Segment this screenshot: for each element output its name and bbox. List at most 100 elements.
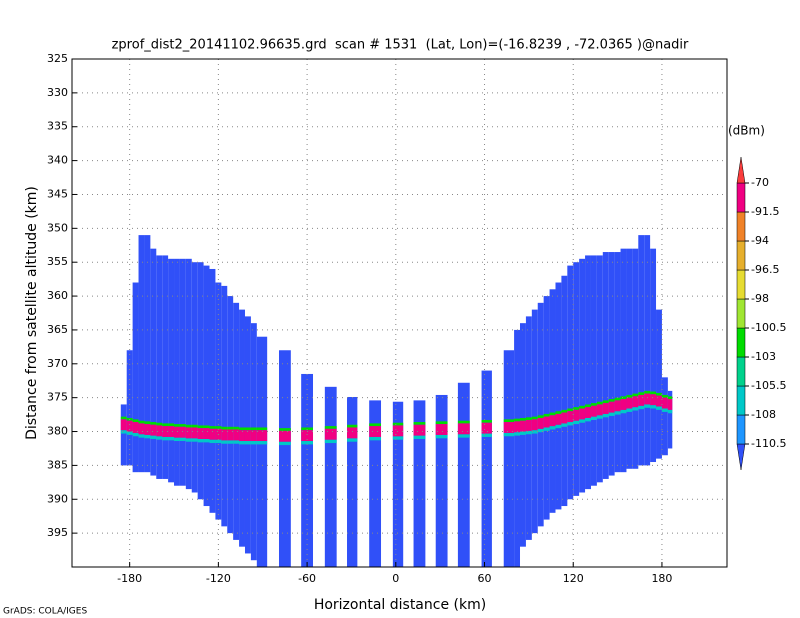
band-edge <box>632 393 639 397</box>
band-edge <box>656 392 662 396</box>
band-edge <box>215 426 222 429</box>
band-edge <box>638 405 645 410</box>
band-edge <box>596 415 603 419</box>
band-edge <box>567 408 574 412</box>
surface-band <box>203 428 210 439</box>
band-edge <box>185 438 192 442</box>
band-edge <box>520 417 526 421</box>
band-edge <box>608 399 615 402</box>
surface-band <box>457 423 470 435</box>
band-edge <box>573 420 580 425</box>
swath-column <box>369 400 382 567</box>
colorbar-box <box>736 182 746 213</box>
y-tick-label: 390 <box>47 492 68 505</box>
surface-band <box>573 409 580 421</box>
surface-band <box>531 419 538 431</box>
band-edge <box>549 412 556 416</box>
band-edge <box>221 426 228 430</box>
swath-column <box>481 370 492 567</box>
band-edge <box>392 422 404 426</box>
band-edge <box>209 439 216 444</box>
swath-column <box>650 248 657 463</box>
surface-band <box>156 425 163 437</box>
band-edge <box>632 407 639 411</box>
surface-band <box>256 430 268 442</box>
swath-column <box>602 252 609 479</box>
surface-band <box>126 420 133 432</box>
swath-column <box>608 252 615 476</box>
swath-column <box>233 302 240 540</box>
band-edge <box>209 426 216 429</box>
band-edge <box>162 436 169 441</box>
band-edge <box>481 420 492 423</box>
surface-band <box>614 400 621 412</box>
swath-column <box>203 265 210 507</box>
surface-band <box>185 427 192 439</box>
band-edge <box>347 438 358 442</box>
colorbar-label: -110.5 <box>751 437 786 450</box>
colorbar-label: -100.5 <box>751 321 786 334</box>
band-edge <box>301 427 314 431</box>
surface-band <box>174 426 180 438</box>
swath-column <box>555 282 562 510</box>
band-edge <box>168 423 175 427</box>
colorbar-label: -108 <box>751 408 776 421</box>
surface-band <box>233 429 240 441</box>
surface-band <box>549 415 556 427</box>
band-edge <box>120 430 127 434</box>
swath-column <box>435 394 448 567</box>
colorbar-box <box>736 240 746 271</box>
band-edge <box>162 423 169 427</box>
band-edge <box>144 421 151 425</box>
band-edge <box>525 417 532 421</box>
y-axis-label: Distance from satellite altitude (km) <box>24 186 40 440</box>
band-edge <box>549 426 556 430</box>
colorbar-label: -70 <box>751 176 769 189</box>
surface-band <box>644 393 651 405</box>
y-tick-label: 345 <box>47 187 68 200</box>
surface-band <box>138 423 145 435</box>
band-edge <box>179 437 186 442</box>
surface-band <box>608 401 615 413</box>
band-edge <box>537 428 544 433</box>
band-edge <box>120 416 127 420</box>
x-tick-label: -180 <box>117 572 142 585</box>
surface-band <box>514 421 521 433</box>
band-edge <box>150 422 157 425</box>
surface-band <box>602 403 609 414</box>
band-edge <box>543 413 550 417</box>
y-tick-label: 350 <box>47 221 68 234</box>
surface-band <box>413 424 426 436</box>
surface-band <box>369 426 382 437</box>
surface-band <box>435 424 448 435</box>
surface-band <box>221 429 228 441</box>
band-edge <box>197 438 204 443</box>
surface-band <box>620 399 627 410</box>
swath-column <box>573 262 580 496</box>
y-tick-label: 380 <box>47 425 68 438</box>
band-edge <box>614 411 621 415</box>
band-edge <box>168 436 175 441</box>
band-edge <box>514 418 521 422</box>
colorbar-box <box>736 269 746 300</box>
band-edge <box>250 427 257 431</box>
surface-band <box>227 429 234 441</box>
band-edge <box>233 440 240 444</box>
x-tick-label: 180 <box>651 572 672 585</box>
band-edge <box>191 424 198 428</box>
swath-column <box>221 285 228 527</box>
swath-column <box>638 235 645 466</box>
band-edge <box>244 427 251 431</box>
surface-band <box>661 397 668 409</box>
band-edge <box>457 434 470 438</box>
band-edge <box>203 425 210 429</box>
x-tick-label: -60 <box>298 572 316 585</box>
swath-column <box>209 268 216 513</box>
surface-band <box>638 394 645 406</box>
band-edge <box>585 404 591 408</box>
band-edge <box>520 431 526 435</box>
band-edge <box>301 441 314 445</box>
colorbar-label: -98 <box>751 292 769 305</box>
band-edge <box>543 427 550 431</box>
